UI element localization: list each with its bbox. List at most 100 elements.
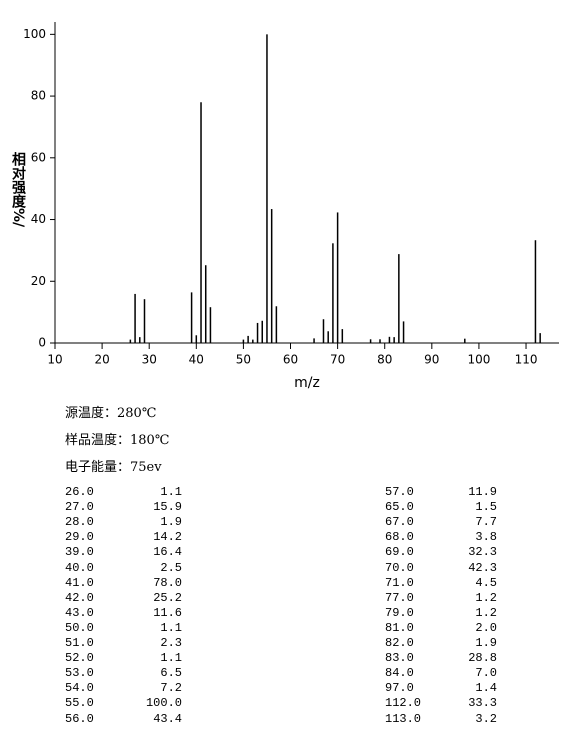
x-tick-label: 100: [467, 353, 490, 367]
table-mz: 71.0: [385, 575, 414, 590]
table-intensity: 32.3: [468, 545, 497, 560]
peak: [313, 338, 315, 343]
x-tick-label: 10: [47, 353, 62, 367]
table-mz: 43.0: [65, 605, 94, 620]
peak: [200, 102, 202, 343]
table-mz: 26.0: [65, 485, 94, 499]
table-mz: 54.0: [65, 681, 94, 696]
peak: [134, 293, 136, 343]
table-intensity: 14.2: [153, 530, 182, 545]
y-tick-label: 100: [23, 27, 46, 41]
table-mz: 65.0: [385, 500, 414, 515]
peak: [204, 265, 207, 343]
table-intensity: 7.0: [475, 666, 497, 681]
y-axis-label: 相对强度%/: [10, 152, 26, 228]
table-mz: 28.0: [65, 515, 94, 530]
y-tick-label: 0: [38, 336, 46, 350]
table-mz: 113.0: [385, 711, 422, 726]
table-intensity: 2.5: [160, 560, 182, 575]
table-intensity: 15.9: [153, 500, 182, 515]
y-tick-label: 80: [31, 89, 46, 103]
x-tick-label: 70: [330, 353, 345, 367]
table-mz: 81.0: [385, 620, 414, 635]
peak: [402, 321, 405, 343]
peak: [327, 331, 329, 343]
table-intensity: 1.9: [160, 515, 182, 530]
table-intensity: 1.2: [475, 590, 497, 605]
peak: [139, 337, 141, 343]
table-intensity: 1.2: [475, 605, 497, 620]
peak: [379, 339, 381, 343]
peak: [393, 337, 395, 343]
table-intensity: 7.7: [475, 515, 497, 530]
table-intensity: 11.6: [153, 605, 182, 620]
info-line: 源温度：280℃: [65, 406, 157, 421]
peak: [190, 292, 193, 343]
table-mz: 50.0: [65, 620, 94, 635]
table-intensity: 3.8: [475, 530, 497, 545]
info-line: 样品温度：180℃: [65, 433, 170, 448]
x-tick-label: 110: [515, 353, 538, 367]
table-intensity: 1.9: [475, 636, 497, 650]
x-tick-label: 80: [377, 353, 392, 367]
peak: [209, 307, 212, 343]
peak: [256, 322, 259, 343]
peak: [336, 212, 339, 343]
peak: [388, 336, 391, 343]
table-intensity: 43.4: [153, 711, 182, 726]
table-intensity: 6.5: [160, 666, 182, 681]
peak: [539, 333, 541, 343]
y-tick-label: 20: [31, 274, 46, 288]
peak: [129, 339, 132, 343]
x-tick-label: 90: [424, 353, 439, 367]
peak: [322, 319, 325, 343]
table-mz: 52.0: [65, 651, 94, 666]
table-intensity: 1.4: [475, 681, 497, 696]
table-intensity: 11.9: [468, 485, 497, 499]
table-mz: 51.0: [65, 636, 94, 650]
table-mz: 40.0: [65, 560, 94, 575]
peak: [195, 335, 198, 343]
info-line: 电子能量：75ev: [65, 460, 162, 475]
peak: [464, 338, 466, 343]
table-intensity: 2.3: [160, 636, 182, 650]
peak: [252, 339, 254, 343]
peak: [534, 240, 537, 343]
table-mz: 57.0: [385, 485, 414, 499]
table-intensity: 78.0: [153, 575, 182, 590]
table-mz: 53.0: [65, 666, 94, 681]
table-intensity: 25.2: [153, 590, 182, 605]
table-mz: 77.0: [385, 590, 414, 605]
table-intensity: 1.1: [160, 485, 182, 499]
table-intensity: 1.5: [475, 500, 497, 515]
table-intensity: 33.3: [468, 696, 497, 711]
x-tick-label: 30: [142, 353, 157, 367]
x-axis-label: m/z: [294, 375, 320, 391]
table-mz: 55.0: [65, 696, 94, 711]
peak: [341, 329, 344, 343]
peak: [143, 299, 146, 343]
table-mz: 84.0: [385, 666, 414, 681]
table-intensity: 4.5: [475, 575, 497, 590]
table-intensity: 100.0: [145, 696, 182, 711]
peak: [398, 254, 400, 343]
table-intensity: 1.1: [160, 651, 182, 666]
peak: [369, 339, 372, 343]
table-intensity: 28.8: [468, 651, 497, 666]
chart: 0 20 40 60 80 100 10 20 30 40 50 60 70 80 90 100 110 m/z: [23, 22, 559, 391]
y-tick-label: 40: [31, 212, 46, 226]
table-intensity: 7.2: [160, 681, 182, 696]
table-mz: 42.0: [65, 590, 94, 605]
peak: [242, 339, 245, 343]
x-tick-label: 20: [94, 353, 109, 367]
table-mz: 70.0: [385, 560, 414, 575]
peak: [261, 320, 264, 343]
y-tick-label: 60: [31, 150, 46, 164]
table-intensity: 3.2: [475, 711, 497, 726]
table-mz: 112.0: [385, 696, 422, 711]
table-mz: 27.0: [65, 500, 94, 515]
peak: [270, 209, 273, 343]
peak: [247, 335, 249, 343]
table-mz: 69.0: [385, 545, 414, 560]
